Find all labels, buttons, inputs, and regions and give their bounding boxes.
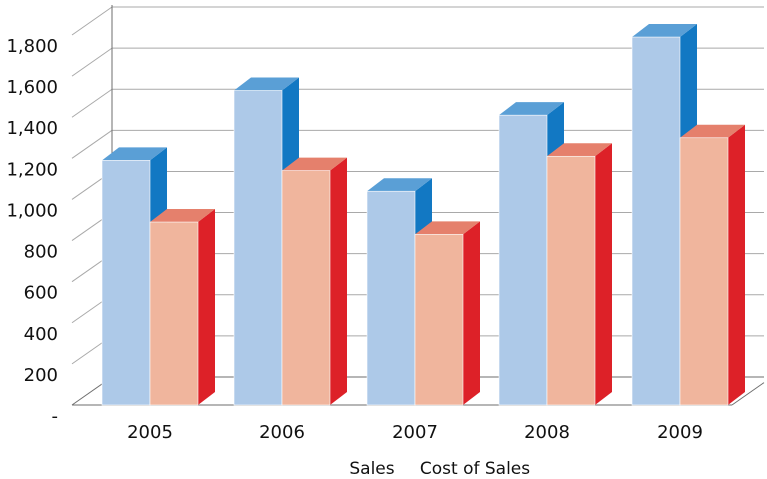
x-tick-label: 2009 [657,422,703,443]
bar-cost-of-sales-2009 [679,137,729,406]
bar-sales-2009-top [632,24,697,38]
x-tick-label: 2008 [524,422,570,443]
gridline-left-diagonal [71,47,113,77]
y-tick-label: 800 [24,242,58,263]
bars-layer [101,24,745,406]
y-tick-label: 1,200 [6,159,58,180]
bar-cost-of-sales-2007-side [463,221,480,405]
legend-label-cost-of-sales: Cost of Sales [420,459,530,479]
x-tick-label: 2007 [392,422,438,443]
y-tick-label: 400 [24,324,58,345]
bar-cost-of-sales-2006-side [330,157,347,405]
bar-sales-2009 [631,36,681,406]
bar-cost-of-sales-2008 [546,155,596,406]
y-tick-label: 1,800 [6,36,58,57]
bar-cost-of-sales-2005 [149,221,199,406]
bar-cost-of-sales-2009-side [728,124,745,406]
bar-cost-of-sales-2008-side [595,143,612,405]
x-tick-label: 2005 [127,422,173,443]
y-tick-label: 1,000 [6,200,58,221]
y-tick-label: 600 [24,283,58,304]
bar-cost-of-sales-2007-top [415,221,480,235]
y-axis-tick-labels: - 200 400 600 800 1,000 1,200 1,400 1,600 1,800 [6,36,58,427]
y-tick-label: 200 [24,365,58,386]
bar-sales-2008 [498,114,548,406]
bar-sales-2006 [233,90,283,406]
bar-cost-of-sales-2007 [414,234,464,406]
bar-sales-2008-top [499,102,564,116]
y-tick-label: - [52,406,59,427]
bar-cost-of-sales-2005-top [150,209,215,223]
x-tick-label: 2006 [259,422,305,443]
gridline-left-diagonal [71,88,113,118]
legend-label-sales: Sales [349,459,394,479]
bar-cost-of-sales-2009-top [680,124,745,138]
floor-right-edge [731,382,765,406]
x-axis-category-labels: 2005 2006 2007 2008 2009 [127,422,703,443]
y-tick-label: 1,400 [6,118,58,139]
bar-sales-2007 [366,190,416,406]
bar-cost-of-sales-2006-top [282,157,347,171]
gridline-left-diagonal [71,6,113,36]
bar-sales-2007-top [367,178,432,192]
bar-sales-2006-top [234,77,299,91]
bar-sales-2005 [101,160,151,406]
gridline-left-diagonal [71,129,113,159]
bar-sales-2005-top [102,147,167,161]
bar-cost-of-sales-2005-side [198,209,215,405]
bar-cost-of-sales-2006 [281,170,331,406]
legend: Sales Cost of Sales [349,459,530,479]
y-tick-label: 1,600 [6,77,58,98]
bar-cost-of-sales-2008-top [547,143,612,157]
